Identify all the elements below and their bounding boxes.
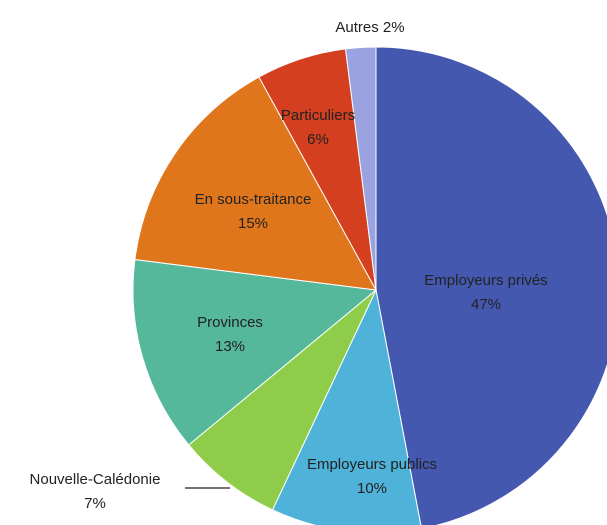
pie-slice bbox=[271, 288, 422, 525]
slice-label: Autres 2% bbox=[335, 19, 404, 36]
pie-slice bbox=[134, 76, 377, 291]
category-name: Nouvelle-Calédonie bbox=[30, 471, 161, 488]
pie-slice bbox=[132, 258, 378, 446]
category-name: En sous-traitance bbox=[195, 191, 312, 208]
pie-slice bbox=[188, 289, 377, 511]
value-label: 10% bbox=[357, 480, 387, 497]
category-name: Employeurs privés bbox=[424, 272, 547, 289]
pie-slice bbox=[375, 46, 607, 525]
value-label: 2% bbox=[383, 19, 405, 36]
category-name: Particuliers bbox=[281, 107, 355, 124]
value-label: 6% bbox=[307, 131, 329, 148]
value-label: 13% bbox=[215, 338, 245, 355]
category-name: Provinces bbox=[197, 314, 263, 331]
value-label: 15% bbox=[238, 215, 268, 232]
category-name: Autres bbox=[335, 19, 378, 36]
category-name: Employeurs publics bbox=[307, 456, 437, 473]
value-label: 7% bbox=[84, 495, 106, 512]
value-label: 47% bbox=[471, 296, 501, 313]
pie-slice bbox=[344, 46, 377, 291]
